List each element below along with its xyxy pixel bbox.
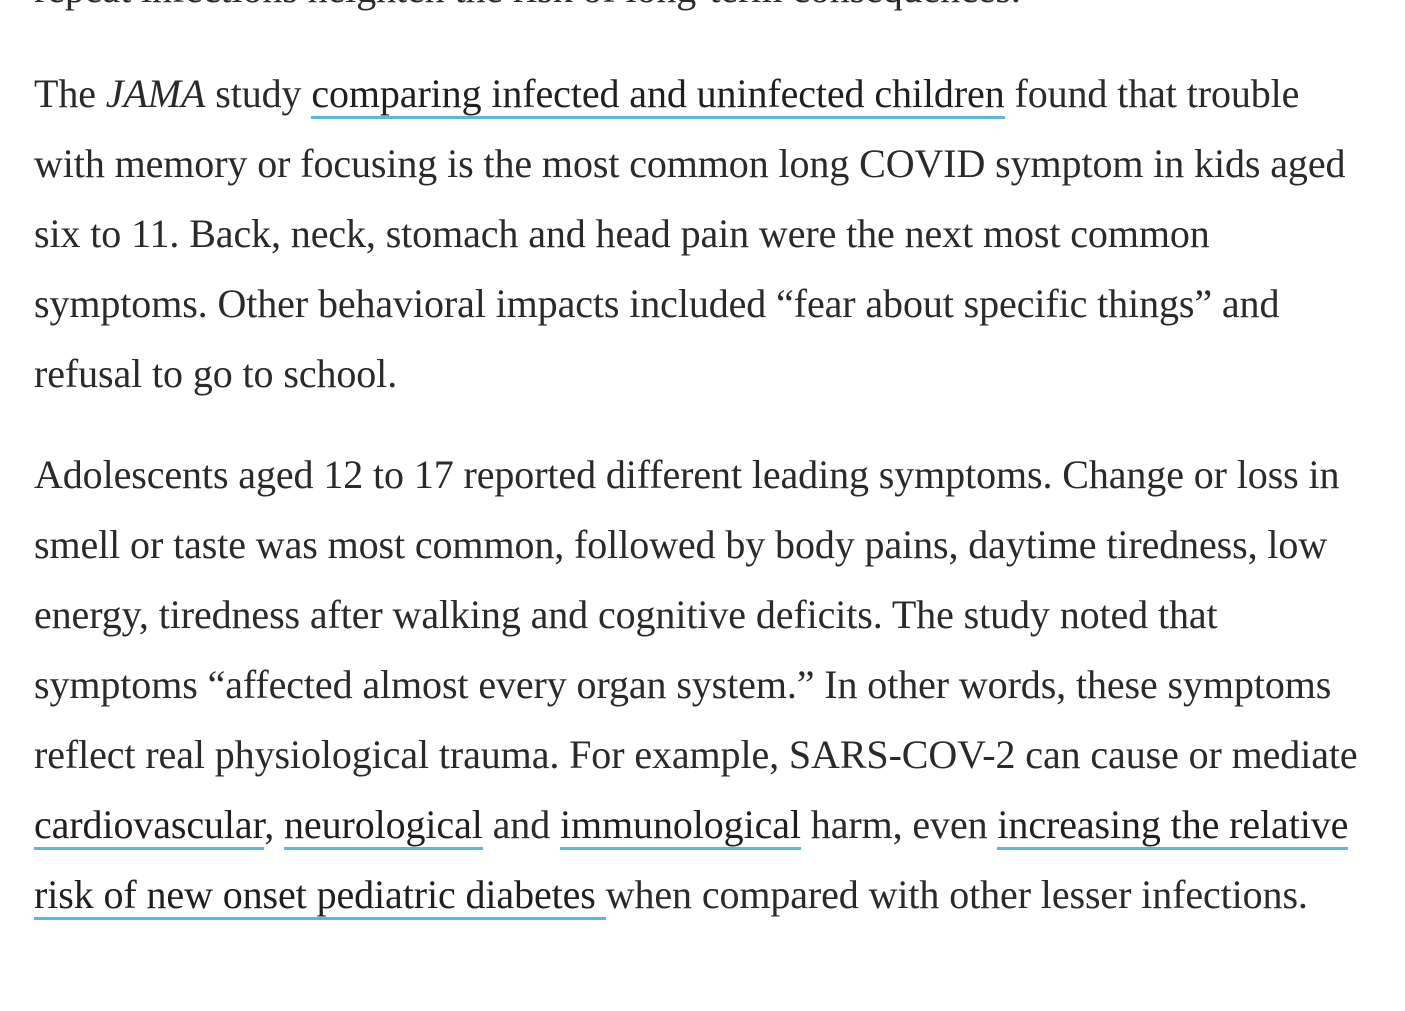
- link-jama-study[interactable]: comparing infected and uninfected childr…: [311, 71, 1005, 119]
- link-pediatric-diabetes[interactable]: increasing the relative risk of new onse…: [34, 802, 1348, 920]
- text-span: study: [205, 71, 312, 116]
- text-span: ,: [264, 802, 285, 847]
- text-span: and: [482, 802, 561, 847]
- paragraph-adolescent-symptoms: Adolescents aged 12 to 17 reported diffe…: [34, 440, 1379, 930]
- previous-paragraph-cut-line: repeat infections heighten the risk of l…: [34, 0, 1021, 24]
- paragraph-children-symptoms: The JAMA study comparing infected and un…: [34, 59, 1379, 409]
- text-span: The: [34, 71, 106, 116]
- link-neurological[interactable]: neurological: [284, 802, 483, 850]
- text-span: harm, even: [800, 802, 998, 847]
- text-span: found that trouble with memory or focusi…: [34, 71, 1346, 396]
- journal-name: JAMA: [105, 71, 206, 116]
- link-cardiovascular[interactable]: cardiovascular: [34, 802, 264, 850]
- link-immunological[interactable]: immunological: [560, 802, 801, 850]
- text-span: Adolescents aged 12 to 17 reported diffe…: [34, 452, 1358, 777]
- text-span: when compared with other lesser infectio…: [605, 872, 1308, 917]
